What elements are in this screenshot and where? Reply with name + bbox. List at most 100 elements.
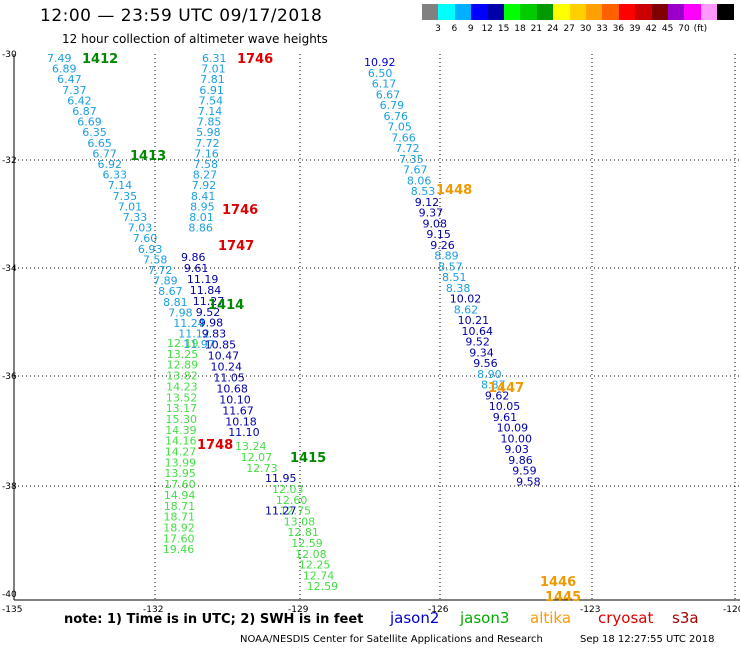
wave-height-value: 6.50 [368, 67, 393, 80]
wave-height-value: 11.10 [228, 426, 260, 439]
colorbar-label: 9 [467, 24, 474, 34]
orbit-number-label: 1448 [436, 183, 472, 198]
orbit-number-label: 1746 [237, 52, 273, 67]
wave-height-value: 7.89 [153, 275, 178, 288]
orbit-number-label: 1447 [488, 381, 524, 396]
orbit-number-label: 1414 [208, 298, 244, 313]
latitude-tick-label: -32 [2, 156, 17, 166]
wave-height-value: 12.03 [272, 483, 304, 496]
wave-height-value: 7.37 [62, 84, 87, 97]
wave-height-value: 11.97 [183, 338, 215, 351]
wave-height-value: 7.66 [391, 131, 416, 144]
wave-height-value: 7.58 [143, 253, 168, 266]
wave-height-value: 10.85 [205, 339, 237, 352]
wave-height-value: 8.53 [411, 185, 436, 198]
wave-height-value: 7.05 [387, 121, 412, 134]
wave-height-value: 7.54 [199, 94, 224, 107]
wave-height-value: 11.24 [173, 317, 205, 330]
wave-height-value: 7.14 [198, 105, 223, 118]
colorbar-swatch [618, 4, 636, 20]
satellite-legend-cryosat: cryosat [598, 609, 654, 627]
map-frame [13, 54, 740, 601]
wave-height-value: 9.86 [181, 251, 206, 264]
wave-height-value: 18.71 [164, 511, 196, 524]
wave-height-value: 8.51 [442, 271, 467, 284]
wave-height-value: 18.71 [164, 500, 196, 513]
colorbar-label: 18 [514, 24, 526, 34]
wave-height-value: 11.05 [213, 371, 245, 384]
colorbar-label: (ft) [693, 24, 708, 34]
satellite-legend-jason2: jason2 [390, 609, 440, 627]
colorbar-label: 12 [481, 24, 493, 34]
colorbar-swatch [422, 4, 439, 20]
credit-text: NOAA/NESDIS Center for Satellite Applica… [240, 634, 543, 645]
orbit-number-label: 1412 [82, 52, 118, 67]
satellite-legend-altika: altika [530, 609, 572, 627]
wave-height-value: 7.98 [168, 306, 193, 319]
wave-height-value: 9.86 [508, 454, 533, 467]
wave-height-value: 7.01 [201, 63, 226, 76]
wave-height-value: 18.92 [163, 522, 195, 535]
wave-height-value: 6.77 [92, 147, 117, 160]
colorbar-swatch [536, 4, 554, 20]
wave-height-value: 10.05 [489, 400, 521, 413]
wave-height-value: 10.09 [497, 422, 528, 435]
wave-height-value: 13.99 [165, 456, 197, 469]
colorbar-swatch [668, 4, 685, 20]
wave-height-value: 9.61 [493, 411, 518, 424]
wave-height-value: 12.60 [276, 494, 308, 507]
wave-height-value: 9.15 [426, 228, 451, 241]
orbit-number-label: 1445 [545, 590, 581, 605]
wave-height-value: 7.67 [403, 164, 428, 177]
longitude-tick-label: -123 [580, 605, 600, 615]
latitude-tick-label: -30 [2, 50, 17, 60]
map-title: 12:00 — 23:59 UTC 09/17/2018 [40, 6, 323, 26]
colorbar-label: 21 [530, 24, 543, 34]
wave-height-value: 9.34 [469, 346, 494, 359]
orbit-number-label: 1413 [130, 149, 166, 164]
wave-height-value: 11.67 [222, 404, 254, 417]
wave-height-value: 8.41 [191, 190, 216, 203]
wave-height-value: 14.27 [165, 446, 197, 459]
wave-height-value: 10.24 [211, 361, 243, 374]
axis-ticks: -30 -32 -34 -36 -38 -40 -135 -132 -129 -126 -123 -1… [2, 50, 740, 615]
wave-height-value: 12.07 [241, 451, 273, 464]
longitude-tick-label: -126 [428, 605, 449, 615]
wave-height-value: 8.62 [454, 303, 479, 316]
wave-height-value: 12.89 [167, 359, 199, 372]
wave-height-value: 17.60 [163, 532, 195, 545]
wave-height-value: 8.01 [189, 211, 214, 224]
colorbar-swatch [438, 4, 455, 20]
wave-height-value: 8.81 [163, 296, 188, 309]
colorbar-label: 30 [579, 24, 592, 34]
wave-height-value: 8.86 [188, 222, 213, 235]
colorbar-label: 39 [629, 24, 641, 34]
wave-height-value: 7.85 [197, 116, 222, 129]
wave-height-value: 6.76 [384, 110, 409, 123]
orbit-number-label: 1746 [222, 203, 258, 218]
wave-height-value: 9.08 [423, 217, 448, 230]
wave-height-value: 9.62 [485, 389, 510, 402]
colorbar-swatch [504, 4, 521, 20]
wave-height-value: 6.92 [98, 158, 123, 171]
wave-height-value: 6.31 [202, 52, 227, 65]
wave-height-value: 6.65 [87, 137, 112, 150]
orbit-number-label: 1415 [290, 451, 326, 466]
wave-height-value: 7.81 [200, 73, 225, 86]
colorbar-swatch [635, 4, 652, 20]
wave-height-value: 8.87 [481, 379, 506, 392]
wave-height-value: 12.59 [307, 580, 339, 593]
colorbar-swatch [700, 4, 718, 20]
wave-height-value: 14.16 [165, 435, 197, 448]
wave-height-value: 12.81 [287, 526, 319, 539]
wave-height-value: 10.68 [216, 382, 248, 395]
wave-height-value: 13.82 [166, 370, 198, 383]
wave-height-value: 10.64 [462, 325, 494, 338]
wave-height-value: 5.98 [196, 126, 221, 139]
wave-height-value: 7.72 [395, 142, 420, 155]
wave-height-value: 8.06 [407, 174, 432, 187]
wave-height-value: 12.75 [280, 505, 312, 518]
wave-height-value: 8.89 [434, 250, 459, 263]
satellite-legend-jason3: jason3 [460, 609, 510, 627]
wave-height-value: 6.17 [372, 78, 397, 91]
